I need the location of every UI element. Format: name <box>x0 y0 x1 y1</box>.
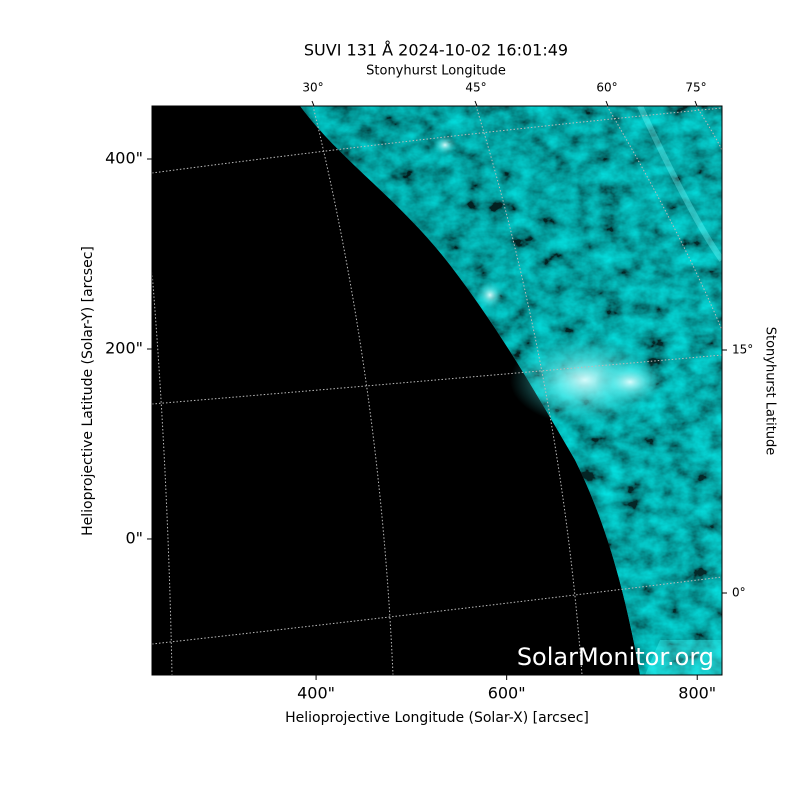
x-tick-label: 400" <box>297 684 335 703</box>
x-tick-label: 800" <box>678 684 716 703</box>
top-axis-label: Stonyhurst Longitude <box>366 64 506 79</box>
x-axis-label: Helioprojective Longitude (Solar-X) [arc… <box>285 710 589 726</box>
watermark: SolarMonitor.org <box>517 643 714 671</box>
y-axis-label: Helioprojective Latitude (Solar-Y) [arcs… <box>80 246 96 536</box>
y-tick-label: 200" <box>105 338 143 357</box>
lon-tick <box>605 100 609 107</box>
lon-tick <box>694 100 698 107</box>
x-tick-label: 600" <box>488 684 526 703</box>
lon-tick-label: 75° <box>685 81 706 95</box>
lon-tick <box>474 100 478 107</box>
lon-tick-label: 60° <box>596 81 617 95</box>
right-axis-label: Stonyhurst Latitude <box>763 327 778 456</box>
solar-image <box>152 106 722 675</box>
lon-tick-label: 30° <box>302 81 323 95</box>
plot-frame <box>151 105 723 676</box>
y-tick-label: 400" <box>105 149 143 168</box>
lat-tick-label: 0° <box>732 586 746 600</box>
chart-title: SUVI 131 Å 2024-10-02 16:01:49 <box>304 41 568 60</box>
lat-tick-label: 15° <box>732 343 753 357</box>
lon-tick-label: 45° <box>465 81 486 95</box>
y-tick-label: 0" <box>125 528 143 547</box>
lon-tick <box>311 100 315 107</box>
